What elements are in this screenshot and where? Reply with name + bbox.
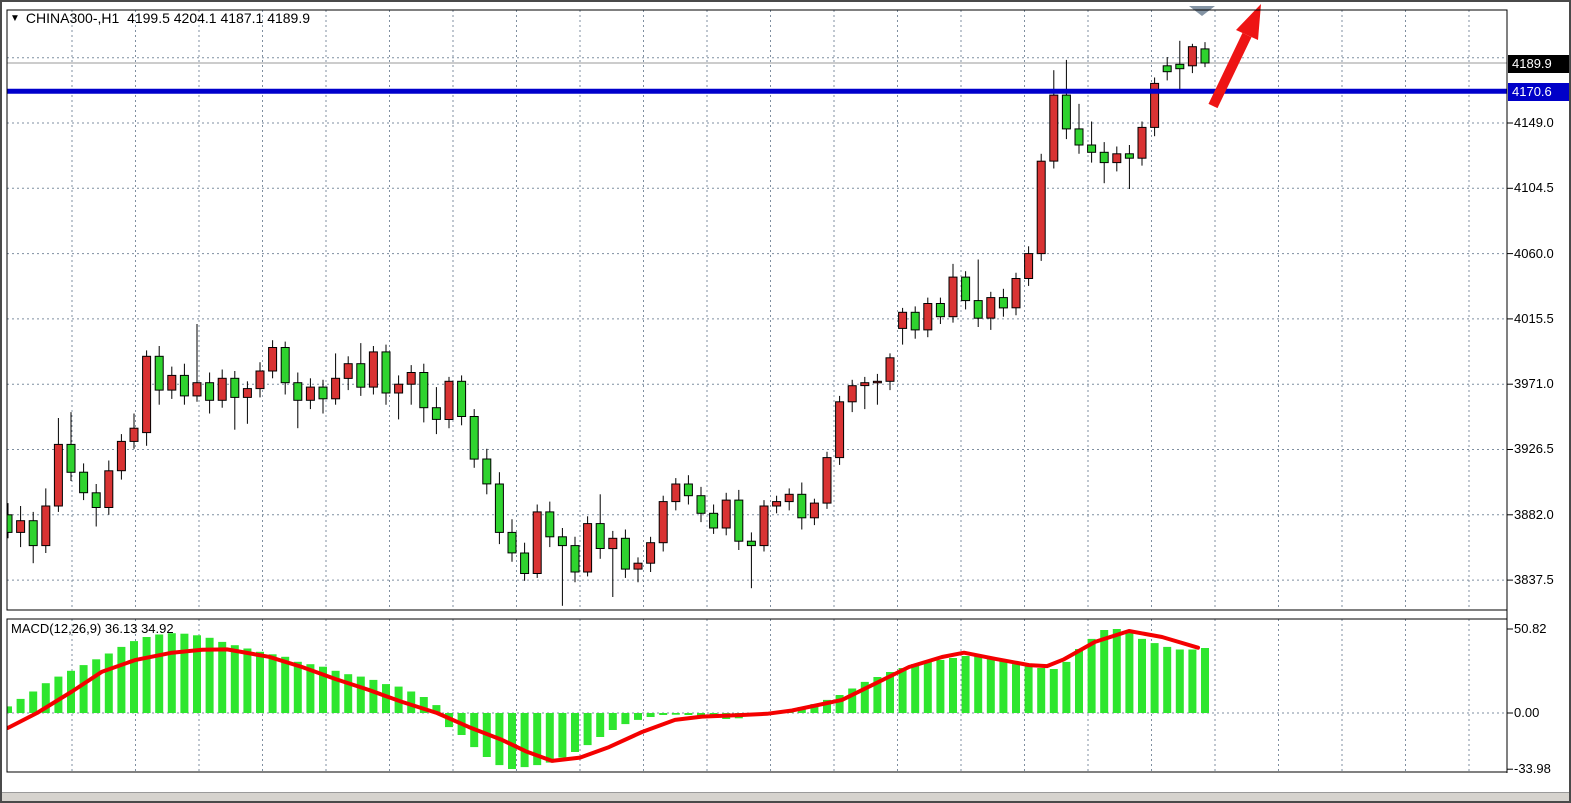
current-price-tag: 4189.9	[1508, 55, 1569, 73]
price-axis-label: 3882.0	[1514, 507, 1554, 522]
price-axis-label: 4015.5	[1514, 311, 1554, 326]
main-chart-frame	[6, 9, 1508, 611]
price-axis-label: 3926.5	[1514, 441, 1554, 456]
trend-arrow[interactable]	[1208, 4, 1261, 109]
macd-axis-label: 50.82	[1514, 621, 1547, 636]
chart-title: ▼ CHINA300-,H1 4199.5 4204.1 4187.1 4189.…	[10, 10, 310, 26]
date-axis: 29 Nov 20225 Dec 05:009 Dec 05:0015 Dec …	[2, 773, 1569, 792]
price-axis-label: 4060.0	[1514, 246, 1554, 261]
price-axis-label: 3971.0	[1514, 376, 1554, 391]
ohlc-readout: 4199.5 4204.1 4187.1 4189.9	[127, 10, 311, 26]
symbol-timeframe-label: CHINA300-,H1	[25, 10, 120, 26]
macd-axis-label: -33.98	[1514, 761, 1551, 776]
main-grid	[7, 10, 1507, 610]
candles-layer	[7, 40, 1210, 606]
price-axis-label: 4149.0	[1514, 115, 1554, 130]
macd-axis-label: 0.00	[1514, 705, 1540, 720]
price-axis-label: 4104.5	[1514, 180, 1554, 195]
window-status-bar	[2, 792, 1569, 801]
macd-indicator-label: MACD(12,26,9) 36.13 34.92	[11, 621, 174, 636]
scroll-marker-icon[interactable]	[1189, 6, 1215, 16]
macd-signal-line	[7, 629, 1200, 763]
symbol-dropdown-icon[interactable]: ▼	[10, 13, 20, 24]
hline-price-tag: 4170.6	[1508, 83, 1569, 101]
price-axis-label: 3837.5	[1514, 572, 1554, 587]
